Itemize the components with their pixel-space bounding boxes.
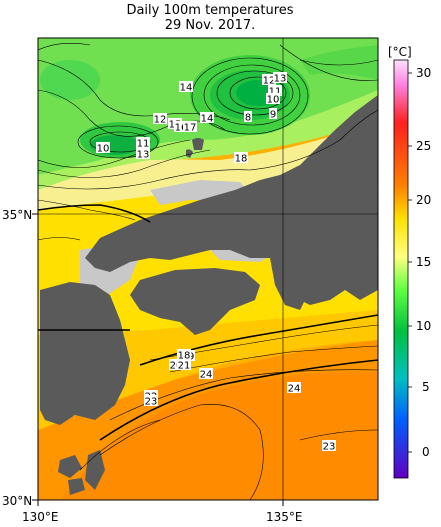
- contour-label: 8: [245, 113, 251, 124]
- contour-label-bg: [96, 142, 110, 153]
- contour-label-bg: [269, 108, 277, 119]
- contour-label-bg: [234, 152, 248, 163]
- contour-label: 12: [263, 76, 276, 87]
- grid-lines: [38, 38, 378, 500]
- contour-label-bg: [144, 395, 158, 406]
- contour-label: 17: [184, 123, 197, 134]
- contour-label-bg: [136, 148, 150, 159]
- contour-label: 21: [178, 361, 191, 372]
- colorbar: [°C] 30 25 20 15 10 5 0: [388, 45, 431, 479]
- x-label-130E: 130°E: [22, 510, 59, 524]
- contour-label: 10: [97, 144, 110, 155]
- colorbar-tick-15: 15: [416, 255, 431, 269]
- contour-lines: [38, 43, 378, 221]
- x-label-135E: 135°E: [266, 510, 303, 524]
- map-date: 29 Nov. 2017.: [164, 18, 256, 33]
- map-frame: [37, 37, 379, 501]
- contour-label: 13: [137, 150, 150, 161]
- contour-label-bg: [199, 368, 213, 379]
- colorbar-scale: [393, 59, 409, 479]
- map-plot-area: [38, 38, 378, 500]
- contour-label: 16: [175, 123, 188, 134]
- contour-label: 13: [274, 74, 287, 85]
- colorbar-tick-30: 30: [416, 66, 431, 80]
- contour-labels: 1213111014981215161714101113181918202124…: [96, 72, 336, 453]
- contour-label: 14: [180, 83, 193, 94]
- contour-label: 18: [178, 351, 191, 362]
- contour-lines-bold: [38, 204, 378, 441]
- colorbar-tick-5: 5: [422, 380, 430, 394]
- contour-label-bg: [169, 359, 183, 370]
- contour-label: 24: [288, 384, 301, 395]
- contour-label-bg: [268, 85, 282, 96]
- contour-label-bg: [262, 74, 276, 85]
- contour-label: 23: [145, 397, 158, 408]
- colorbar-tick-25: 25: [416, 139, 431, 153]
- contour-label: 23: [323, 442, 336, 453]
- contour-label-bg: [200, 112, 214, 123]
- contour-label-bg: [174, 121, 188, 132]
- contour-label: 12: [154, 115, 167, 126]
- colorbar-tick-10: 10: [416, 319, 431, 333]
- contour-label-bg: [266, 93, 280, 104]
- contour-label: 11: [269, 87, 282, 98]
- contour-label-bg: [183, 121, 197, 132]
- contour-label-bg: [322, 440, 336, 451]
- contour-label-bg: [136, 137, 150, 148]
- contour-label: 10: [267, 95, 280, 106]
- axis-ticks: [32, 213, 284, 506]
- contour-label: 9: [270, 110, 276, 121]
- colorbar-tick-0: 0: [422, 445, 430, 459]
- contour-label-bg: [177, 359, 191, 370]
- contour-label-bg: [287, 382, 301, 393]
- colorbar-unit: [°C]: [388, 45, 412, 59]
- contour-label: 11: [137, 139, 150, 150]
- contour-label-bg: [177, 349, 191, 360]
- contour-label-bg: [273, 72, 287, 83]
- contour-label-bg: [179, 81, 193, 92]
- map-title: Daily 100m temperatures: [126, 3, 294, 18]
- contour-label-bg: [244, 111, 252, 122]
- y-label-35N: 35°N: [2, 208, 32, 222]
- contour-label: 18: [235, 154, 248, 165]
- contour-label-bg: [153, 113, 167, 124]
- contour-label: 14: [201, 114, 214, 125]
- contour-label: 20: [170, 361, 183, 372]
- y-label-30N: 30°N: [2, 494, 32, 508]
- contour-label: 24: [200, 370, 213, 381]
- colorbar-tick-20: 20: [416, 193, 431, 207]
